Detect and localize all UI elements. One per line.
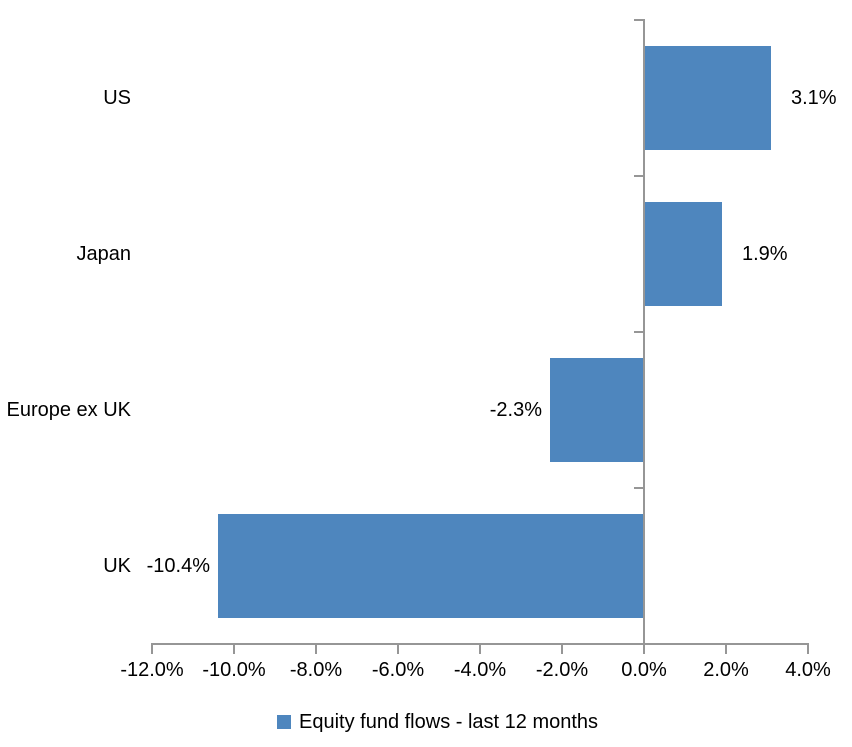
x-axis-tick-label: 4.0% xyxy=(785,659,831,681)
x-axis-tick-label: -12.0% xyxy=(120,659,184,681)
value-label: -2.3% xyxy=(489,399,542,421)
legend: Equity fund flows - last 12 months xyxy=(277,708,598,736)
x-axis-tick-label: -4.0% xyxy=(453,659,507,681)
y-axis-line xyxy=(643,19,645,645)
value-label: -10.4% xyxy=(146,555,210,577)
bar-us xyxy=(644,46,771,150)
category-label: US xyxy=(103,87,131,109)
x-axis-tick xyxy=(479,644,481,654)
x-axis-tick xyxy=(233,644,235,654)
x-axis-tick xyxy=(315,644,317,654)
y-axis-tick xyxy=(634,487,644,489)
y-axis-tick xyxy=(634,331,644,333)
legend-color-swatch xyxy=(277,715,291,729)
bar-europe-ex-uk xyxy=(549,358,644,462)
category-label: Europe ex UK xyxy=(6,399,131,421)
y-axis-tick xyxy=(634,19,644,21)
x-axis-tick xyxy=(807,644,809,654)
category-label: Japan xyxy=(76,243,132,265)
bar-uk xyxy=(217,514,644,618)
x-axis-tick-label: -6.0% xyxy=(371,659,425,681)
x-axis-tick-label: 2.0% xyxy=(703,659,749,681)
x-axis-tick xyxy=(725,644,727,654)
x-axis-tick xyxy=(561,644,563,654)
x-axis-tick-label: 0.0% xyxy=(621,659,667,681)
value-label: 3.1% xyxy=(791,87,837,109)
x-axis-tick-label: -10.0% xyxy=(202,659,266,681)
x-axis-tick-label: -2.0% xyxy=(535,659,589,681)
x-axis-tick xyxy=(397,644,399,654)
x-axis-tick-label: -8.0% xyxy=(289,659,343,681)
value-label: 1.9% xyxy=(742,243,788,265)
x-axis-tick xyxy=(643,644,645,654)
legend-label: Equity fund flows - last 12 months xyxy=(299,710,599,733)
category-label: UK xyxy=(103,555,131,577)
y-axis-tick xyxy=(634,175,644,177)
bar-japan xyxy=(644,202,722,306)
x-axis-line xyxy=(151,643,809,645)
x-axis-tick xyxy=(151,644,153,654)
